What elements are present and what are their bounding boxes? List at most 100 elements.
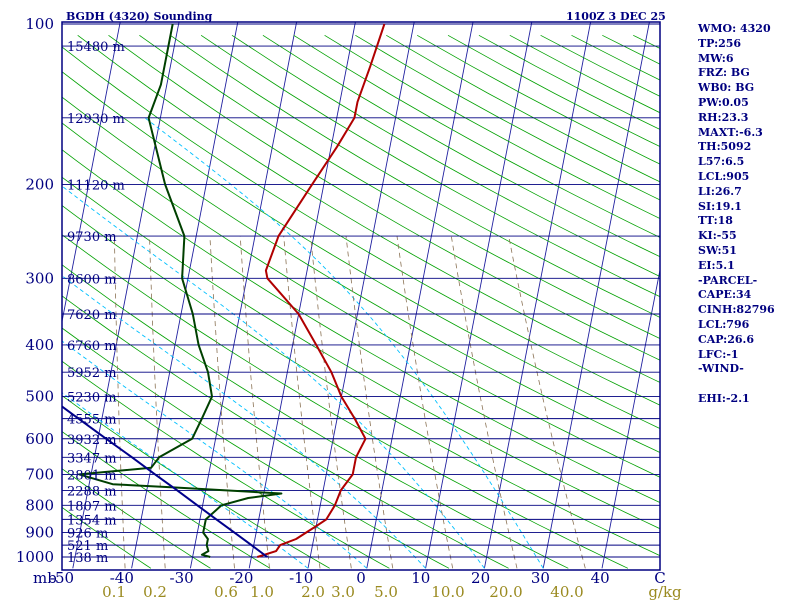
- dry-adiabat-line: [62, 431, 271, 569]
- series-temperature-line: [257, 23, 386, 558]
- chart-title: BGDH (4320) Sounding: [66, 10, 213, 23]
- dry-adiabat-line: [139, 34, 660, 339]
- pressure-tick-label: 300: [25, 269, 54, 287]
- mixing-ratio-tick-label: 3.0: [331, 583, 355, 600]
- isotherm-line: [248, 22, 356, 569]
- dry-adiabat-line: [231, 34, 660, 277]
- height-label: 2288 m: [67, 484, 117, 499]
- index-value: WMO: 4320: [698, 22, 771, 35]
- height-label: 1354 m: [67, 513, 117, 528]
- dry-adiabat-line: [170, 34, 660, 318]
- pressure-unit-label: mb: [33, 569, 57, 587]
- temperature-tick-label: -40: [110, 569, 134, 587]
- height-label: 5230 m: [67, 391, 117, 406]
- height-label: 3932 m: [67, 433, 117, 448]
- isotherm-line: [601, 267, 660, 569]
- pressure-tick-label: 400: [25, 336, 54, 354]
- temperature-tick-label: -10: [289, 569, 313, 587]
- height-label: 7620 m: [67, 308, 117, 323]
- mixing-ratio-line: [149, 236, 166, 569]
- temperature-tick-label: -20: [229, 569, 253, 587]
- temperature-tick-label: 0: [356, 569, 366, 587]
- grid-lines: [0, 12, 660, 569]
- index-value: KI:-55: [698, 229, 737, 243]
- plot-frame: [61, 21, 661, 571]
- dry-adiabat-line: [62, 468, 211, 569]
- indices-panel: WMO: 4320 TP:256 MW:6 FRZ: BG WB0: BG PW:0.05…: [698, 22, 798, 407]
- temperature-tick-label: 20: [471, 569, 490, 587]
- index-value: CINH:82796: [698, 303, 775, 317]
- chart-time: 1100Z 3 DEC 25: [566, 10, 666, 23]
- height-label: 1807 m: [67, 499, 117, 514]
- moist-adiabat-line: [62, 275, 426, 569]
- dry-adiabat-line: [62, 122, 660, 478]
- height-label: 138 m: [67, 551, 108, 566]
- index-value: CAP:26.6: [698, 332, 755, 346]
- index-value: SW:51: [698, 243, 737, 257]
- index-value: EHI:-2.1: [698, 391, 750, 405]
- height-label: 4555 m: [67, 413, 117, 428]
- isotherm-line: [425, 22, 533, 569]
- temperature-tick-label: -50: [50, 569, 74, 587]
- mixing-ratio-tick-label: 20.0: [489, 583, 522, 600]
- dry-adiabat-line: [62, 71, 660, 430]
- index-value: LCL:796: [698, 317, 750, 331]
- mixing-ratio-tick-label: 40.0: [550, 583, 583, 600]
- dry-adiabat-line: [62, 506, 152, 569]
- temperature-tick-label: 30: [531, 569, 550, 587]
- height-label: 15480 m: [67, 40, 125, 55]
- isotherm-line: [62, 22, 121, 324]
- dry-adiabat-line: [62, 395, 330, 569]
- index-value: WB0: BG: [698, 81, 755, 95]
- mixing-ratio-tick-label: 0.6: [214, 583, 238, 600]
- index-value: -WIND-: [698, 362, 744, 376]
- height-label: 2801 m: [67, 468, 117, 483]
- pressure-tick-label: 100: [25, 15, 54, 33]
- pressure-tick-label: 800: [25, 496, 54, 514]
- pressure-tick-label: 600: [25, 430, 54, 448]
- height-label: 6760 m: [67, 339, 117, 354]
- index-value: TH:5092: [698, 140, 752, 154]
- pressure-tick-label: 700: [25, 465, 54, 483]
- index-value: TT:18: [698, 214, 733, 228]
- series-dewpoint-line: [78, 23, 283, 558]
- isotherm-line: [542, 22, 650, 569]
- index-value: FRZ: BG: [698, 66, 750, 80]
- dry-adiabat-line: [200, 34, 660, 298]
- dry-adiabat-line: [62, 96, 660, 453]
- mixing-ratio-line: [508, 236, 586, 569]
- dry-adiabat-line: [62, 327, 450, 569]
- dry-adiabat-line: [62, 149, 660, 504]
- isotherm-line: [483, 22, 592, 569]
- mixing-ratio-tick-label: 2.0: [301, 583, 325, 600]
- dry-adiabat-line: [62, 204, 660, 557]
- series-parcel-line: [62, 405, 268, 558]
- index-value: LI:26.7: [698, 184, 742, 198]
- temperature-tick-label: -30: [170, 569, 194, 587]
- height-label: 8600 m: [67, 272, 117, 287]
- mixing-ratio-tick-label: 1.0: [250, 583, 274, 600]
- isotherm-line: [0, 12, 63, 568]
- dry-adiabat-line: [62, 295, 509, 569]
- pressure-tick-label: 200: [25, 175, 54, 193]
- height-label: 11120 m: [67, 178, 125, 193]
- temperature-tick-label: C: [654, 569, 665, 587]
- pressure-tick-label: 1000: [16, 548, 54, 566]
- height-label: 9730 m: [67, 230, 117, 245]
- isotherm-line: [366, 22, 474, 569]
- isotherm-line: [189, 22, 298, 569]
- height-label: 12930 m: [67, 112, 125, 127]
- isotherm-line: [72, 22, 180, 569]
- index-value: EI:5.1: [698, 258, 735, 272]
- isotherm-line: [0, 12, 5, 568]
- dry-adiabat-line: [62, 46, 660, 406]
- dry-adiabat-line: [62, 264, 569, 569]
- index-value: LFC:-1: [698, 347, 739, 361]
- pressure-tick-label: 900: [25, 524, 54, 542]
- index-value: CAPE:34: [698, 288, 752, 302]
- index-value: -PARCEL-: [698, 273, 758, 287]
- temperature-tick-label: 40: [591, 569, 610, 587]
